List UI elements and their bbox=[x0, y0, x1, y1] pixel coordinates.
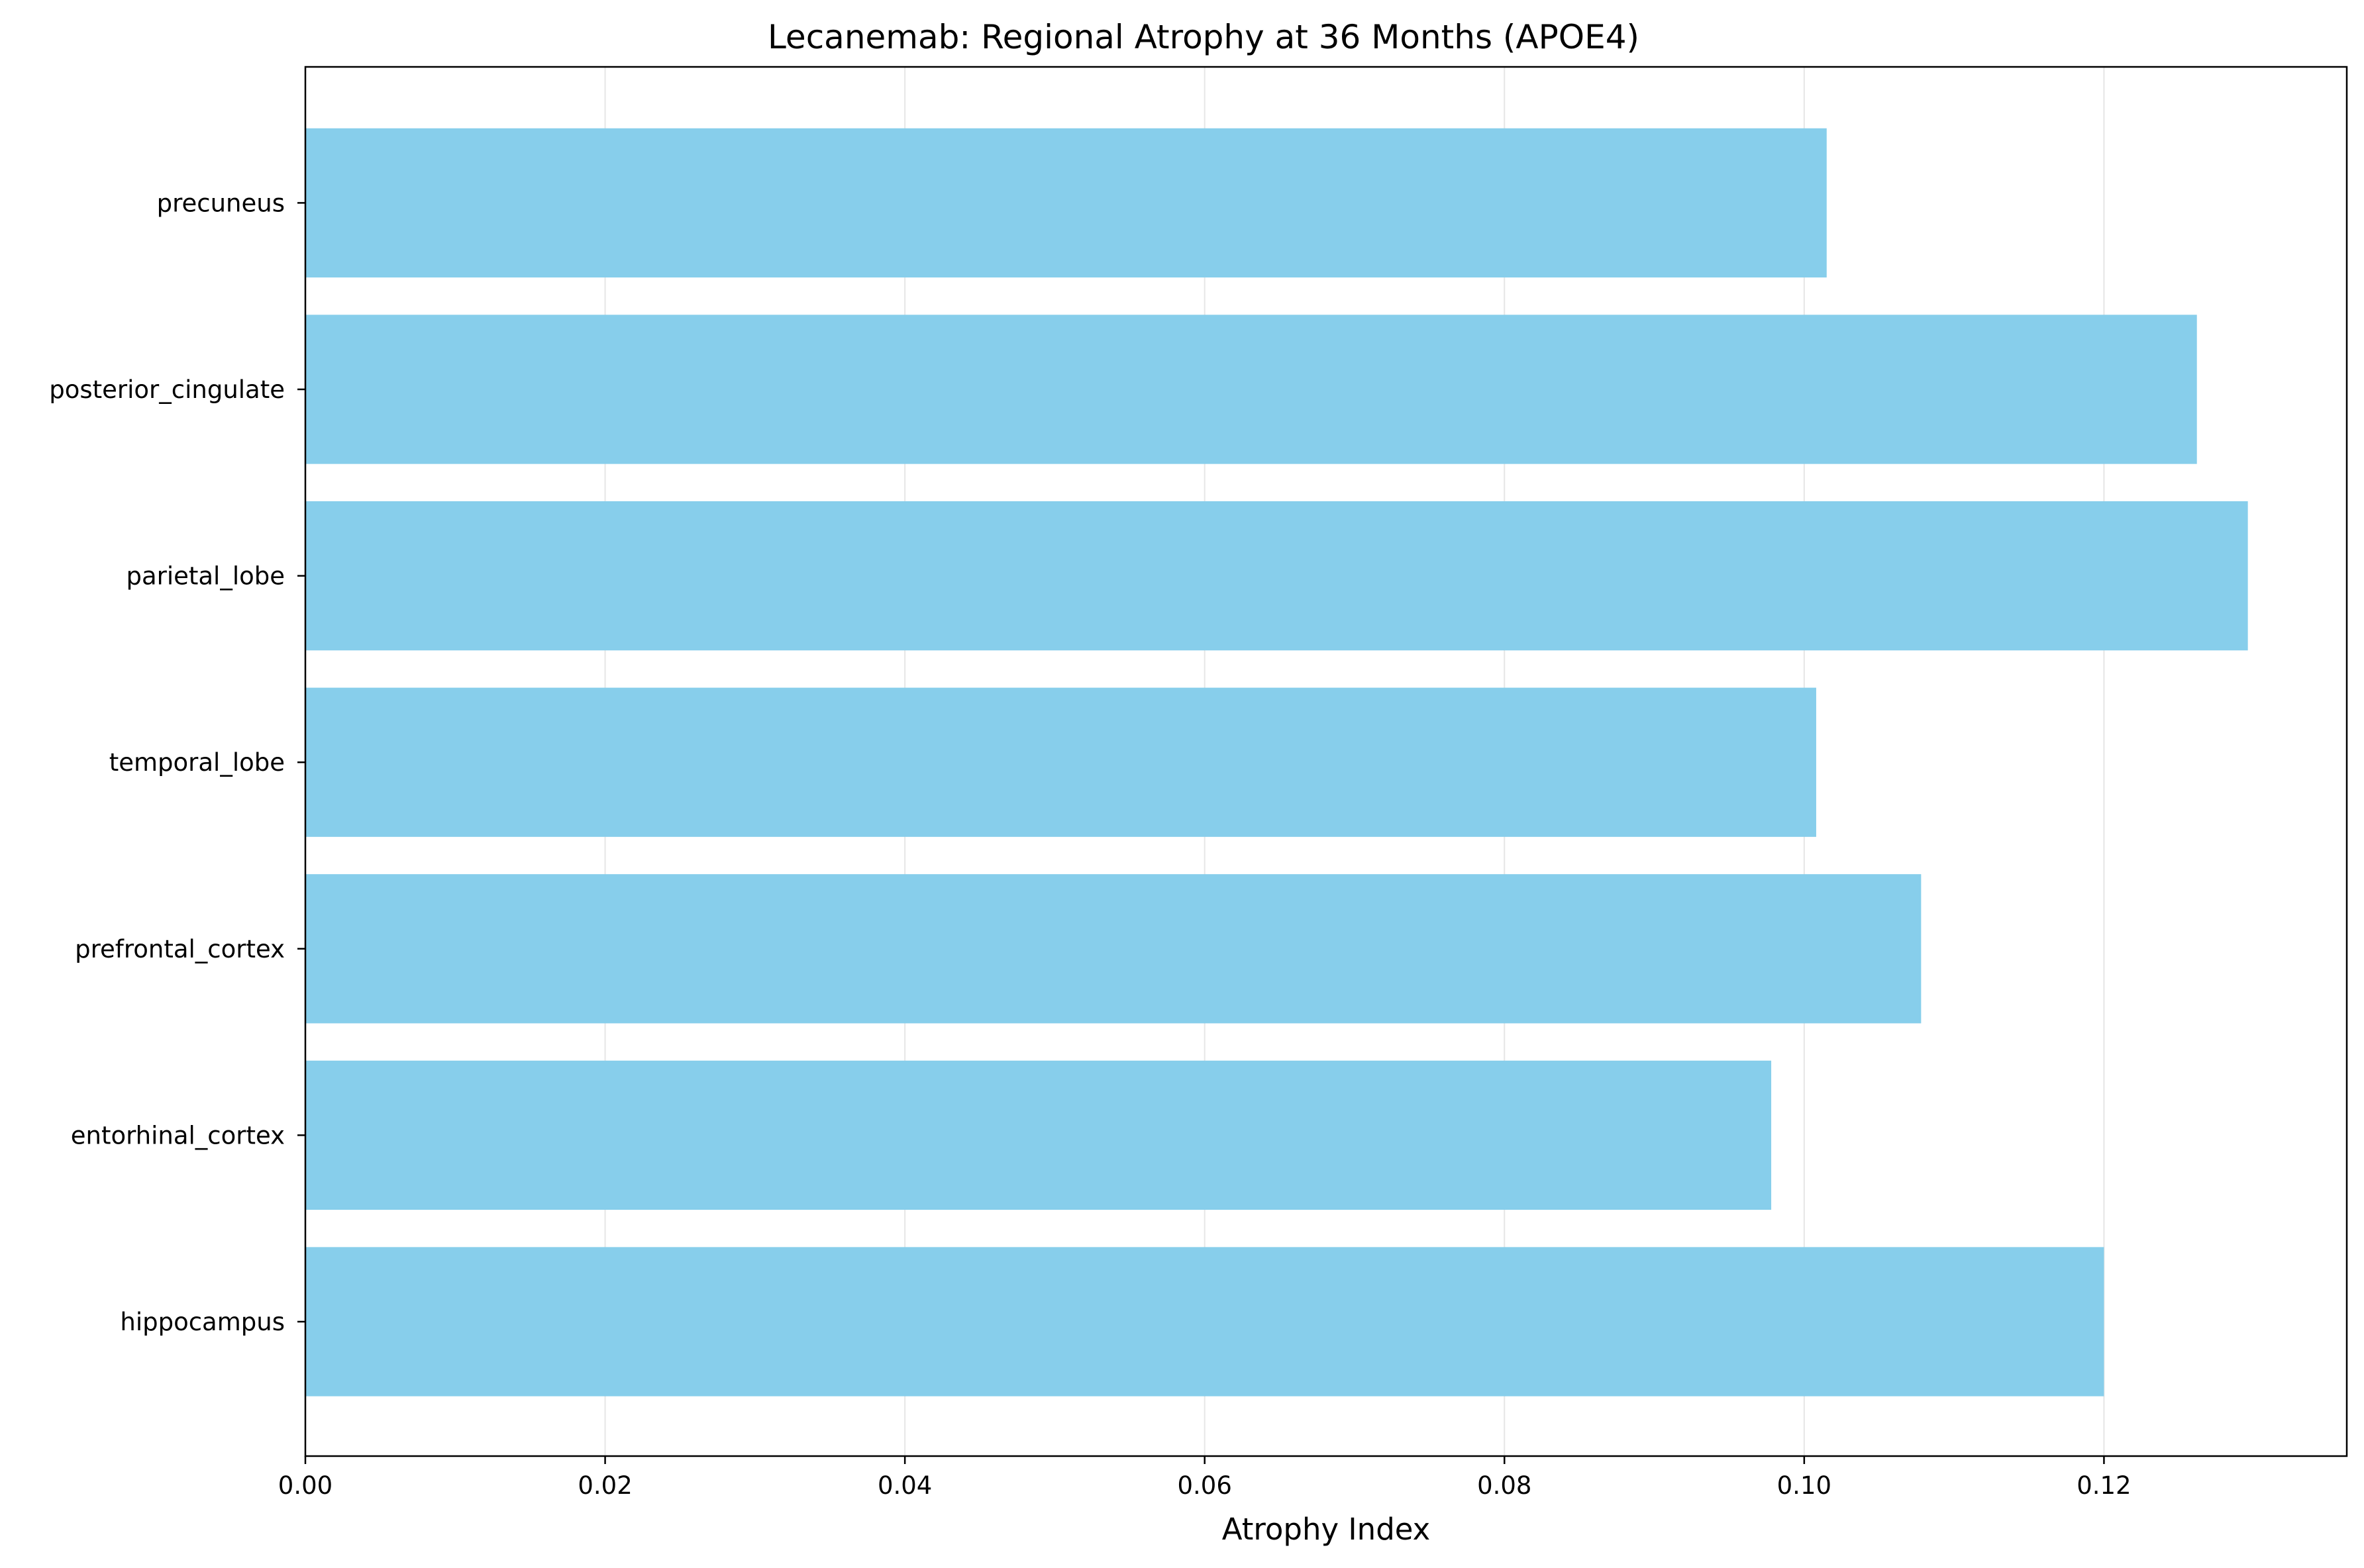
category-label: temporal_lobe bbox=[109, 748, 285, 777]
bar-precuneus bbox=[305, 128, 1827, 278]
x-tick-label: 0.00 bbox=[278, 1471, 333, 1500]
x-tick-label: 0.06 bbox=[1178, 1471, 1232, 1500]
x-tick-label: 0.10 bbox=[1777, 1471, 1831, 1500]
category-label: posterior_cingulate bbox=[49, 375, 285, 404]
bar-prefrontal-cortex bbox=[305, 874, 1922, 1024]
chart-title: Lecanemab: Regional Atrophy at 36 Months… bbox=[768, 18, 1639, 56]
bar-temporal-lobe bbox=[305, 687, 1816, 837]
x-tick-label: 0.08 bbox=[1477, 1471, 1531, 1500]
x-tick-label: 0.04 bbox=[878, 1471, 932, 1500]
bar-entorhinal-cortex bbox=[305, 1060, 1772, 1210]
x-axis-ticks: 0.00 0.02 0.04 0.06 0.08 0.10 0.12 bbox=[278, 1456, 2132, 1500]
y-axis-ticks: hippocampus entorhinal_cortex prefrontal_c… bbox=[49, 189, 305, 1336]
category-label: precuneus bbox=[157, 189, 285, 217]
bar-hippocampus bbox=[305, 1247, 2104, 1396]
bar-parietal-lobe bbox=[305, 501, 2248, 651]
x-tick-label: 0.12 bbox=[2077, 1471, 2131, 1500]
category-label: entorhinal_cortex bbox=[71, 1121, 285, 1150]
category-label: hippocampus bbox=[120, 1308, 285, 1336]
bars bbox=[305, 128, 2248, 1396]
category-label: parietal_lobe bbox=[126, 562, 285, 591]
bar-posterior-cingulate bbox=[305, 315, 2197, 464]
x-axis-label: Atrophy Index bbox=[1222, 1512, 1431, 1547]
x-tick-label: 0.02 bbox=[578, 1471, 632, 1500]
category-label: prefrontal_cortex bbox=[75, 935, 285, 963]
